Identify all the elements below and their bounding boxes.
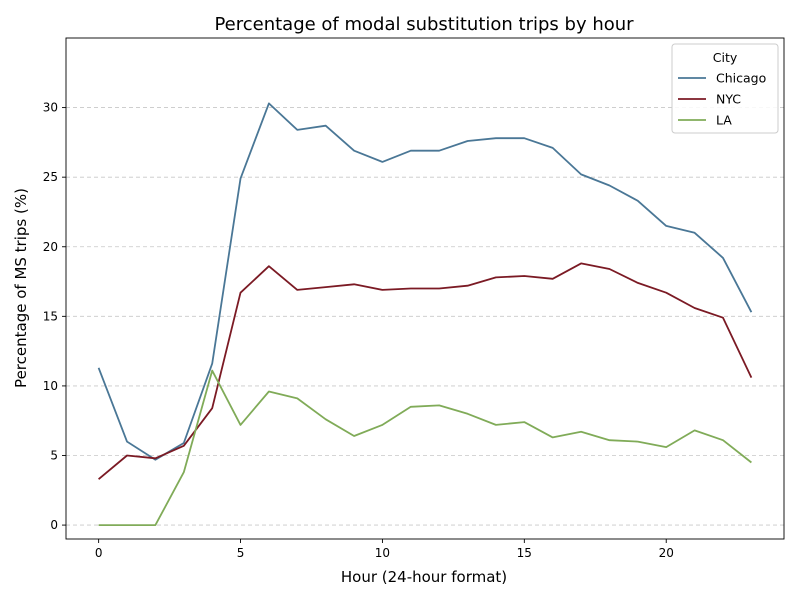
series-line-chicago xyxy=(97,102,753,461)
y-tick-label: 20 xyxy=(43,240,58,254)
y-axis-label: Percentage of MS trips (%) xyxy=(12,188,30,388)
x-tick-label: 0 xyxy=(95,546,103,560)
legend-items: Chicago NYC LA xyxy=(678,71,766,128)
legend-label-la: LA xyxy=(716,113,732,128)
y-tick-label: 25 xyxy=(43,170,58,184)
series-line-nyc xyxy=(98,262,753,480)
y-tick-label: 0 xyxy=(50,518,58,532)
y-tick-label: 5 xyxy=(50,449,58,463)
series-lines xyxy=(97,102,753,526)
x-tick-label: 10 xyxy=(375,546,390,560)
grid-lines xyxy=(66,107,784,526)
legend-box xyxy=(671,43,779,134)
legend: City Chicago NYC LA xyxy=(671,43,779,134)
y-tick-label: 10 xyxy=(43,379,58,393)
legend-label-chicago: Chicago xyxy=(716,71,766,86)
y-tick-label: 15 xyxy=(43,309,58,323)
x-axis-ticks: 0 5 10 15 20 xyxy=(95,539,674,560)
legend-title: City xyxy=(713,50,738,65)
x-tick-label: 5 xyxy=(237,546,245,560)
chart-title: Percentage of modal substitution trips b… xyxy=(214,14,634,35)
y-axis-ticks: 0 5 10 15 20 25 30 xyxy=(43,101,66,532)
y-tick-label: 30 xyxy=(43,101,58,115)
x-tick-label: 20 xyxy=(659,546,674,560)
series-line-la xyxy=(98,369,752,526)
x-axis-label: Hour (24-hour format) xyxy=(341,568,507,586)
legend-label-nyc: NYC xyxy=(716,92,741,107)
x-tick-label: 15 xyxy=(517,546,532,560)
plot-frame xyxy=(65,37,785,540)
